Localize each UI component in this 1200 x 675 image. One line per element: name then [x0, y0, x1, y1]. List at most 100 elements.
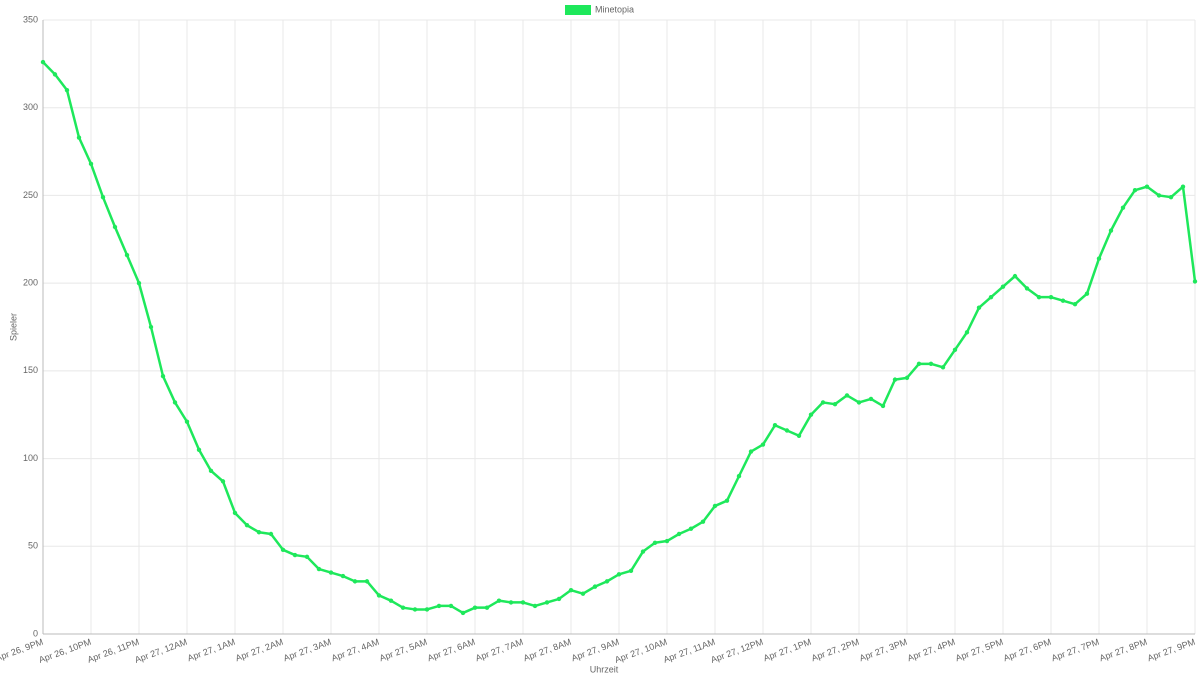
data-point	[184, 419, 190, 424]
data-point	[1108, 228, 1114, 233]
data-point	[1036, 294, 1042, 300]
data-point	[1156, 193, 1162, 198]
data-point	[280, 547, 286, 552]
x-tick-label: Apr 27, 1PM	[762, 637, 812, 664]
x-tick-label: Apr 27, 5PM	[954, 637, 1004, 664]
data-point	[580, 591, 586, 596]
x-axis-title: Uhrzeit	[590, 664, 619, 674]
x-tick-label: Apr 27, 9PM	[1146, 637, 1196, 664]
data-point	[1180, 184, 1186, 189]
data-point	[544, 600, 550, 605]
data-point	[412, 607, 418, 612]
x-tick-label: Apr 27, 7AM	[474, 637, 524, 664]
data-point	[424, 607, 430, 612]
data-point	[556, 596, 562, 602]
data-point	[688, 526, 694, 531]
data-point	[616, 572, 622, 577]
data-point	[976, 305, 982, 310]
data-point	[40, 59, 46, 65]
data-point	[148, 324, 154, 330]
y-tick-label: 100	[23, 453, 38, 463]
data-point	[484, 605, 490, 610]
data-point	[328, 570, 334, 575]
data-point	[388, 598, 394, 603]
x-tick-label: Apr 27, 10AM	[613, 637, 668, 665]
data-point	[208, 468, 214, 474]
data-point	[256, 530, 262, 535]
y-tick-label: 150	[23, 365, 38, 375]
data-point	[124, 252, 130, 258]
data-point	[952, 347, 958, 353]
y-axis-title: Spieler	[8, 313, 18, 341]
x-tick-label: Apr 27, 2AM	[234, 637, 284, 664]
data-point	[292, 552, 298, 558]
y-tick-label: 250	[23, 190, 38, 200]
y-tick-label: 50	[28, 541, 38, 551]
data-point	[460, 610, 466, 616]
data-point	[844, 393, 850, 398]
data-point	[172, 400, 178, 405]
legend-swatch	[565, 5, 591, 15]
data-point	[76, 135, 82, 140]
data-point	[748, 449, 754, 454]
data-point	[1192, 279, 1198, 284]
data-point	[352, 579, 358, 584]
x-tick-label: Apr 27, 3AM	[282, 637, 332, 664]
legend-label: Minetopia	[595, 4, 634, 14]
data-point	[1120, 205, 1126, 210]
data-point	[724, 498, 730, 503]
x-tick-label: Apr 27, 8AM	[522, 637, 572, 664]
data-point	[232, 510, 238, 516]
data-point	[820, 400, 826, 405]
data-point	[1084, 291, 1090, 296]
x-tick-label: Apr 27, 2PM	[810, 637, 860, 664]
x-tick-label: Apr 27, 4AM	[330, 637, 380, 664]
data-point	[436, 603, 442, 609]
data-point	[1012, 273, 1018, 279]
data-point	[448, 603, 454, 609]
data-point	[340, 573, 346, 579]
x-tick-label: Apr 27, 4PM	[906, 637, 956, 664]
data-point	[652, 540, 658, 545]
x-tick-label: Apr 27, 6AM	[426, 637, 476, 664]
data-point	[1132, 187, 1138, 193]
data-point	[928, 361, 934, 367]
data-point	[1024, 286, 1030, 291]
data-point	[1000, 284, 1006, 289]
data-point	[520, 600, 526, 605]
data-point	[304, 554, 310, 560]
data-point	[160, 373, 166, 379]
data-point	[712, 503, 718, 509]
x-tick-label: Apr 27, 12PM	[709, 637, 764, 665]
x-tick-label: Apr 26, 11PM	[86, 637, 141, 665]
data-point	[904, 375, 910, 381]
data-point	[964, 330, 970, 335]
data-point	[220, 479, 226, 484]
data-point	[496, 598, 502, 603]
data-point	[1060, 298, 1066, 303]
x-tick-label: Apr 27, 12AM	[133, 637, 188, 665]
data-point	[400, 605, 406, 610]
data-point	[472, 605, 478, 610]
data-point	[832, 401, 838, 407]
data-point	[628, 568, 634, 574]
data-point	[196, 447, 202, 452]
data-point	[1168, 194, 1174, 200]
data-point	[136, 280, 142, 286]
data-point	[604, 579, 610, 584]
data-point	[1048, 294, 1054, 300]
x-tick-label: Apr 27, 7PM	[1050, 637, 1100, 664]
data-point	[88, 161, 94, 167]
data-point	[808, 412, 814, 417]
data-point	[880, 403, 886, 409]
data-point	[1096, 256, 1102, 261]
data-point	[592, 584, 598, 589]
data-point	[664, 538, 670, 544]
data-point	[64, 87, 70, 93]
data-point	[100, 194, 106, 200]
x-tick-label: Apr 27, 9AM	[570, 637, 620, 664]
data-point	[268, 531, 274, 537]
data-point	[784, 428, 790, 433]
data-point	[52, 72, 58, 77]
data-point	[856, 400, 862, 405]
